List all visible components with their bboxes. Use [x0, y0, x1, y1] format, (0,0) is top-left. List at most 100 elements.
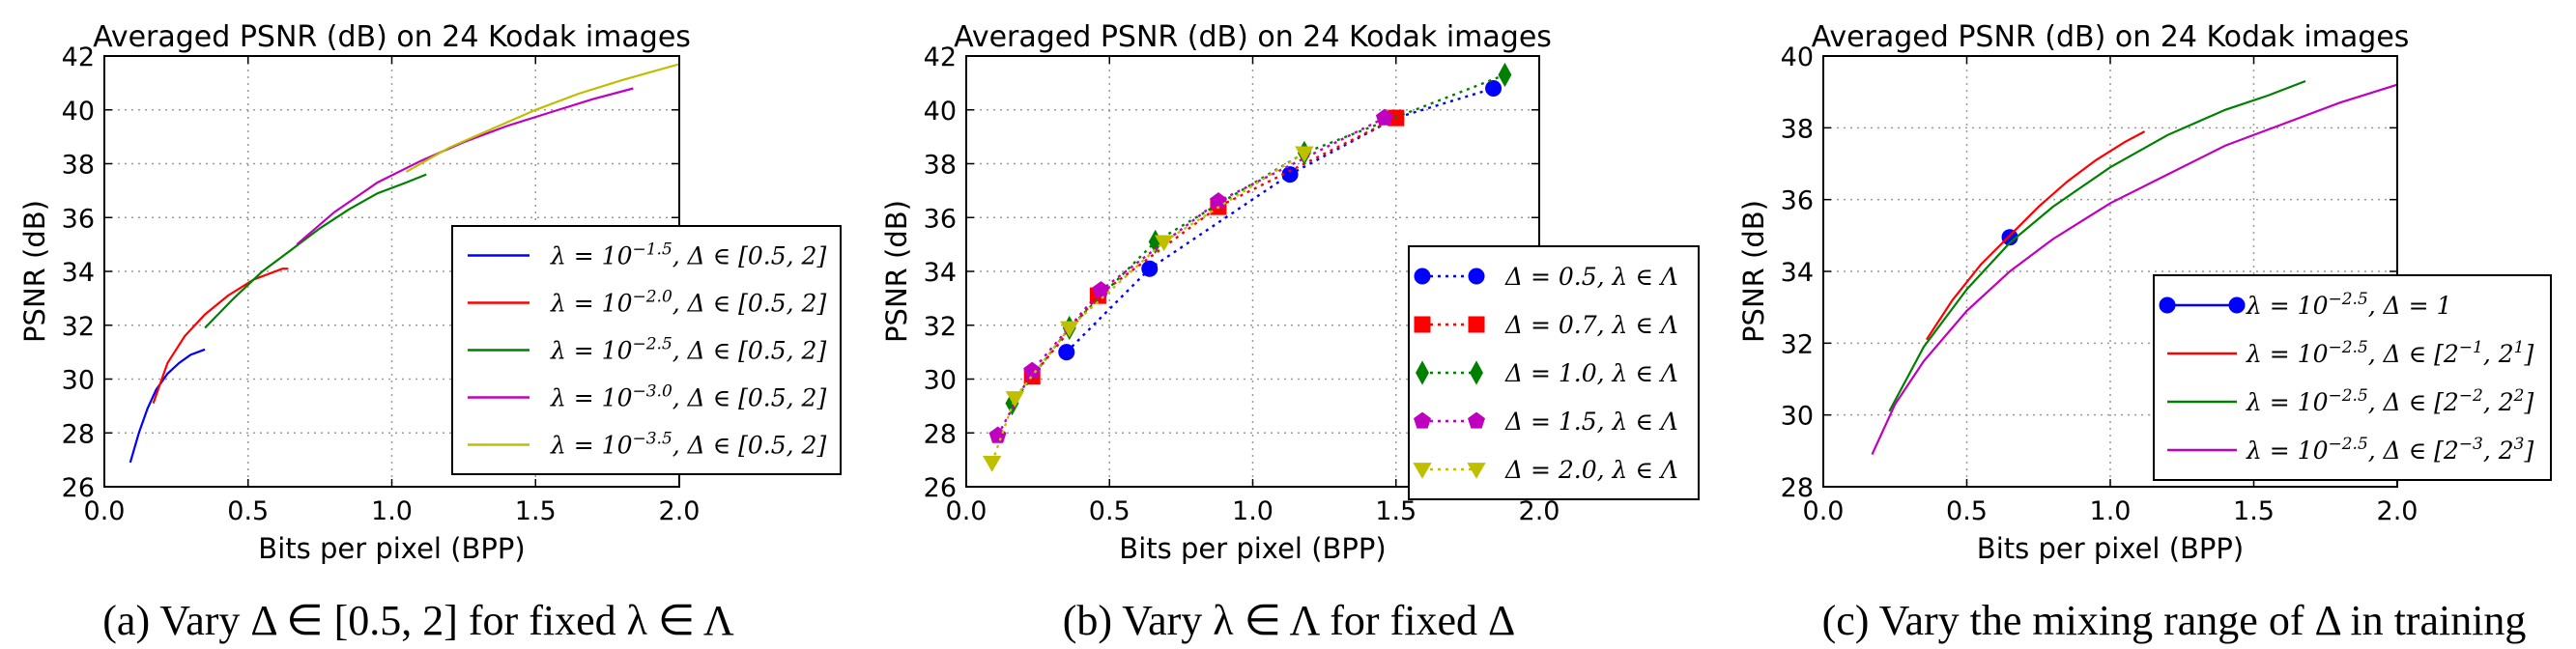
y-tick-label: 32 — [62, 312, 95, 342]
data-point — [1005, 391, 1025, 408]
x-tick-label: 1.5 — [515, 496, 557, 526]
x-tick-label: 2.0 — [2377, 496, 2419, 526]
y-tick-label: 36 — [62, 204, 95, 234]
legend-label: Δ = 0.5, λ ∈ Λ — [1504, 263, 1678, 291]
y-tick-label: 42 — [924, 42, 957, 72]
data-point — [1498, 62, 1512, 88]
x-tick-label: 0.0 — [946, 496, 987, 526]
y-tick-label: 40 — [1781, 42, 1814, 72]
y-tick-label: 30 — [924, 366, 957, 396]
y-tick-label: 26 — [924, 473, 957, 503]
series-line — [996, 117, 1386, 437]
legend-marker — [1413, 463, 1432, 479]
legend-box — [2153, 274, 2552, 481]
legend-marker — [1468, 316, 1485, 333]
x-tick-label: 0.5 — [227, 496, 269, 526]
legend-marker — [1416, 360, 1429, 385]
data-point — [1058, 344, 1075, 361]
data-point — [1485, 79, 1503, 97]
y-tick-label: 26 — [62, 473, 95, 503]
data-point — [983, 456, 1002, 472]
panel-a: 0.0 0.5 1.0 1.5 2.0 26 28 30 32 34 36 38 40 42Average… — [18, 20, 842, 644]
series-line — [990, 152, 1305, 464]
legend-marker — [1470, 360, 1483, 385]
data-point — [1060, 321, 1079, 338]
y-tick-label: 34 — [924, 258, 957, 288]
series-line — [1871, 83, 2397, 456]
y-tick-label: 34 — [62, 258, 95, 288]
series-line — [296, 87, 634, 245]
y-axis-label: PSNR (dB) — [18, 200, 51, 343]
data-point — [1210, 192, 1227, 210]
x-tick-label: 1.0 — [371, 496, 413, 526]
legend: λ = 10−2.5, Δ = 1 λ = 10−2.5, Δ ∈ [2−1, 2… — [2153, 274, 2552, 481]
y-tick-label: 38 — [1781, 114, 1814, 144]
data-point — [988, 426, 1007, 443]
legend-label: Δ = 2.0, λ ∈ Λ — [1504, 456, 1678, 484]
data-point — [1154, 235, 1174, 252]
legend-label: λ = 10−2.5, Δ ∈ [2−1, 21] — [2246, 338, 2534, 368]
x-tick-label: 0.5 — [1089, 496, 1131, 526]
x-tick-label: 1.5 — [2233, 496, 2275, 526]
y-tick-label: 30 — [62, 366, 95, 396]
data-point — [1295, 146, 1314, 163]
legend: Δ = 0.5, λ ∈ Λ Δ = 0.7, λ ∈ Λ Δ = 1.0, λ ∈… — [1408, 245, 1700, 500]
y-tick-label: 36 — [924, 204, 957, 234]
legend-marker — [1414, 268, 1431, 285]
panel-caption: (c) Vary the mixing range of Δ in traini… — [1822, 597, 2527, 644]
y-tick-label: 36 — [1781, 186, 1814, 216]
legend-label: λ = 10−2.5, Δ ∈ [0.5, 2] — [550, 335, 826, 365]
x-axis-label: Bits per pixel (BPP) — [1977, 532, 2244, 565]
series-line — [405, 63, 679, 173]
x-axis-label: Bits per pixel (BPP) — [1119, 532, 1386, 565]
data-point — [1023, 361, 1042, 379]
x-tick-label: 2.0 — [1519, 496, 1560, 526]
y-tick-label: 42 — [62, 42, 95, 72]
y-tick-label: 32 — [1781, 329, 1814, 359]
legend-marker — [2228, 296, 2246, 314]
legend-label: λ = 10−1.5, Δ ∈ [0.5, 2] — [550, 240, 826, 270]
panel-b: 0.0 0.5 1.0 1.5 2.0 26 28 30 32 34 36 38 40 42Average… — [880, 20, 1700, 644]
legend-label: λ = 10−2.5, Δ ∈ [2−3, 23] — [2246, 435, 2534, 465]
chart-title: Averaged PSNR (dB) on 24 Kodak images — [93, 20, 691, 54]
x-tick-label: 2.0 — [659, 496, 701, 526]
chart-title: Averaged PSNR (dB) on 24 Kodak images — [954, 20, 1552, 54]
legend-label: Δ = 1.0, λ ∈ Λ — [1504, 359, 1678, 387]
legend-marker — [1468, 268, 1485, 285]
x-tick-label: 1.5 — [1375, 496, 1417, 526]
series-line — [204, 173, 427, 329]
x-tick-label: 0.0 — [84, 496, 126, 526]
legend-label: λ = 10−2.5, Δ = 1 — [2246, 290, 2451, 320]
y-axis-label: PSNR (dB) — [880, 200, 913, 343]
legend-marker — [1467, 463, 1486, 479]
legend-box — [1408, 245, 1700, 500]
series-line — [1888, 79, 2306, 412]
data-point — [1141, 260, 1159, 277]
y-tick-label: 38 — [62, 151, 95, 181]
series-line — [152, 268, 289, 404]
y-tick-label: 28 — [924, 419, 957, 449]
panel-caption: (a) Vary Δ ∈ [0.5, 2] for fixed λ ∈ Λ — [102, 597, 734, 644]
y-tick-label: 28 — [1781, 473, 1814, 503]
legend-marker — [1468, 411, 1485, 429]
series-line — [1925, 130, 2146, 341]
y-tick-label: 38 — [924, 151, 957, 181]
legend-marker — [1414, 411, 1431, 429]
panel-caption: (b) Vary λ ∈ Λ for fixed Δ — [1063, 597, 1516, 644]
legend-marker — [1414, 316, 1431, 333]
y-tick-label: 34 — [1781, 258, 1814, 288]
legend-label: Δ = 1.5, λ ∈ Λ — [1504, 408, 1678, 436]
y-tick-label: 30 — [1781, 402, 1814, 432]
legend-label: λ = 10−3.0, Δ ∈ [0.5, 2] — [550, 382, 826, 412]
x-tick-label: 0.5 — [1946, 496, 1988, 526]
legend-label: λ = 10−2.0, Δ ∈ [0.5, 2] — [550, 288, 826, 318]
y-tick-label: 32 — [924, 312, 957, 342]
chart-title: Averaged PSNR (dB) on 24 Kodak images — [1812, 20, 2410, 54]
y-tick-label: 28 — [62, 419, 95, 449]
y-tick-label: 40 — [924, 97, 957, 127]
legend-label: λ = 10−2.5, Δ ∈ [2−2, 22] — [2246, 386, 2534, 416]
legend-label: λ = 10−3.5, Δ ∈ [0.5, 2] — [550, 430, 826, 460]
data-point — [1375, 108, 1393, 126]
